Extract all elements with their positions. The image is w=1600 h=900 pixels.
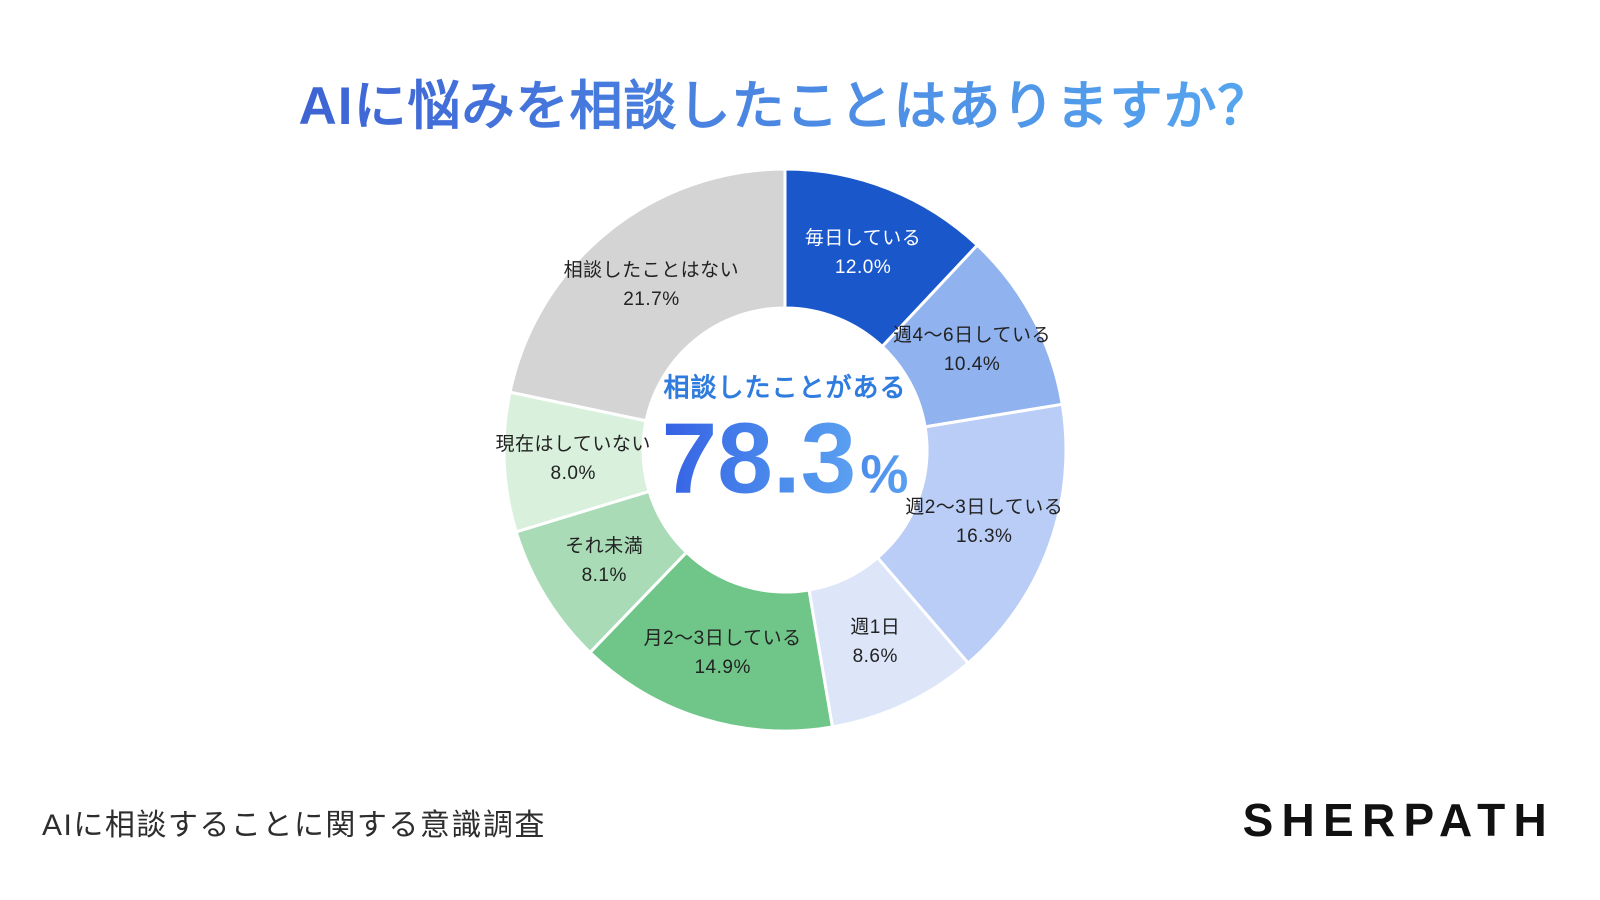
- donut-segment-7: [508, 167, 787, 423]
- segment-label-text: 月2〜3日している: [643, 627, 802, 649]
- chart-center-text: 相談したことがある 78.3%: [662, 368, 909, 509]
- segment-label-text: 週4〜6日している: [892, 325, 1052, 347]
- survey-caption: AIに相談することに関する意識調査: [42, 809, 546, 842]
- segment-percent-text: 12.0%: [834, 256, 892, 278]
- segment-label-text: 現在はしていない: [495, 434, 651, 456]
- segment-label-5: それ未満 8.1%: [565, 532, 643, 590]
- segment-label-text: 週1日: [850, 616, 901, 638]
- segment-label-3: 週1日 8.6%: [850, 613, 900, 671]
- donut-chart: 毎日している 12.0% 週4〜6日している 10.4% 週2〜3日している 16.3% 週…: [465, 130, 1105, 770]
- segment-label-4: 月2〜3日している 14.9%: [644, 624, 802, 682]
- donut-segment-2: [876, 402, 1068, 665]
- segment-percent-text: 14.9%: [694, 656, 751, 678]
- segment-percent-text: 8.1%: [581, 564, 627, 586]
- segment-label-text: それ未満: [565, 535, 644, 557]
- brand-logo: SHERPATH: [1242, 794, 1555, 846]
- segment-label-text: 毎日している: [804, 227, 922, 249]
- segment-percent-text: 21.7%: [623, 289, 680, 311]
- segment-label-0: 毎日している 12.0%: [805, 224, 921, 282]
- center-value-unit: %: [860, 444, 909, 505]
- segment-label-7: 相談したことはない 21.7%: [564, 256, 740, 314]
- segment-label-text: 相談したことはない: [563, 260, 740, 282]
- page-title: AIに悩みを相談したことはありますか？: [299, 64, 1272, 140]
- segment-labels: 毎日している 12.0% 週4〜6日している 10.4% 週2〜3日している 16.3% 週…: [465, 130, 1105, 770]
- donut-svg: [502, 167, 1068, 733]
- segment-label-text: 週2〜3日している: [905, 497, 1064, 519]
- center-value: 78.3%: [662, 409, 909, 509]
- segment-percent-text: 16.3%: [956, 526, 1013, 548]
- center-label: 相談したことがある: [663, 372, 907, 403]
- segment-label-2: 週2〜3日している 16.3%: [905, 493, 1063, 551]
- segment-label-6: 現在はしていない 8.0%: [495, 430, 650, 488]
- segment-percent-text: 10.4%: [943, 354, 1001, 376]
- segment-label-1: 週4〜6日している 10.4%: [893, 321, 1051, 379]
- segment-percent-text: 8.0%: [550, 463, 596, 485]
- donut-segment-0: [783, 167, 979, 348]
- donut-segment-4: [588, 550, 834, 733]
- segment-percent-text: 8.6%: [852, 645, 898, 667]
- center-value-number: 78.3: [661, 402, 857, 515]
